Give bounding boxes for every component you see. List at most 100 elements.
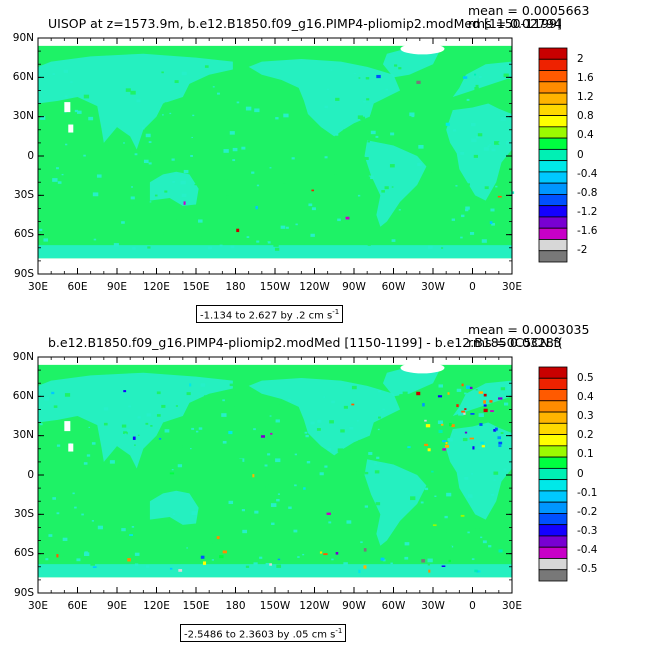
panel1-texture-spot — [199, 111, 205, 116]
panel2-region-1 — [364, 459, 427, 546]
panel1-texture-spot — [275, 117, 279, 120]
panel1-range-box: -1.134 to 2.627 by .2 cm s-1 — [196, 305, 344, 324]
panel2-anomaly-speck — [270, 432, 273, 435]
panel1-anomaly-speck — [236, 228, 240, 233]
panel2-texture-spot — [305, 434, 309, 438]
panel2-texture-spot — [52, 497, 57, 500]
panel1-colorbar-swatch — [538, 160, 568, 173]
panel2-texture-spot — [134, 444, 136, 446]
panel1-texture-spot — [411, 115, 415, 118]
panel1-texture-spot — [152, 140, 158, 145]
panel2-anomaly-speck — [449, 422, 452, 427]
panel2-anomaly-speck — [483, 393, 487, 397]
panel2-texture-spot — [64, 393, 71, 397]
panel1-mean: mean = 0.0005663 — [468, 3, 590, 18]
panel1-texture-spot — [291, 157, 295, 160]
panel2-texture-spot — [382, 408, 385, 411]
panel2-texture-spot — [475, 389, 478, 391]
panel2-anomaly-speck — [497, 436, 502, 440]
panel2-texture-spot — [404, 542, 410, 546]
panel1-texture-spot — [503, 73, 509, 78]
panel2-anomaly-speck — [464, 408, 467, 410]
panel2-texture-spot — [222, 440, 227, 444]
panel2-lat-label: 90N — [12, 350, 34, 363]
panel2-texture-spot — [482, 540, 487, 544]
panel1-texture-spot — [39, 228, 43, 231]
panel2-anomaly-speck — [438, 429, 443, 434]
panel1-texture-spot — [365, 77, 370, 80]
panel1-texture-spot — [317, 177, 323, 182]
panel2-texture-spot — [269, 415, 272, 417]
panel1-anomaly-speck — [183, 201, 186, 205]
panel2-texture-spot — [294, 453, 298, 456]
panel2-anomaly-speck — [303, 487, 306, 490]
panel1-lon-label: 60E — [67, 280, 88, 293]
panel2-texture-spot — [86, 559, 89, 561]
panel1-texture-spot — [491, 148, 496, 152]
panel1-texture-spot — [445, 101, 452, 106]
panel2-region-6 — [382, 367, 440, 397]
panel1-anomaly-speck — [345, 216, 350, 220]
panel1-texture-spot — [283, 183, 288, 187]
panel2-texture-spot — [259, 556, 263, 559]
panel1-texture-spot — [263, 218, 268, 222]
panel1-texture-spot — [273, 243, 279, 247]
panel2-texture-spot — [259, 557, 265, 561]
panel1-lon-label: 120W — [299, 280, 330, 293]
panel2-anomaly-speck — [424, 443, 429, 447]
panel2-texture-spot — [471, 473, 473, 475]
panel2-anomaly-speck — [461, 383, 464, 387]
panel2-texture-spot — [186, 392, 191, 396]
panel1-colorbar-swatch — [538, 58, 568, 71]
panel1-texture-spot — [130, 90, 136, 95]
panel2-texture-spot — [427, 563, 430, 566]
panel2-texture-spot — [191, 511, 197, 516]
panel1-region-4 — [452, 61, 512, 97]
panel2-texture-spot — [49, 424, 53, 427]
panel2-anomaly-speck — [483, 404, 487, 407]
panel2-texture-spot — [124, 431, 128, 435]
panel2-texture-spot — [298, 532, 303, 535]
panel1-lon-label: 90E — [107, 280, 127, 293]
panel2-texture-spot — [265, 474, 268, 477]
panel1-texture-spot — [96, 174, 102, 178]
panel2-anomaly-speck — [469, 386, 473, 390]
panel1-texture-spot — [113, 243, 119, 247]
panel1-texture-spot — [440, 152, 445, 156]
panel1-texture-spot — [240, 178, 247, 183]
panel2-texture-spot — [275, 419, 280, 423]
panel1-texture-spot — [500, 116, 506, 121]
panel2-texture-spot — [333, 554, 336, 557]
panel2-anomaly-speck — [444, 444, 450, 448]
panel1-colorbar-label: -2 — [577, 244, 588, 257]
panel2-lon-label: 150W — [259, 599, 291, 612]
panel2-texture-spot — [467, 494, 473, 498]
panel2-anomaly-speck — [277, 558, 281, 561]
panel2-anomaly-speck — [472, 446, 475, 450]
panel1-texture-spot — [232, 159, 236, 162]
panel1-texture-spot — [366, 98, 370, 101]
panel2-lon-label: 30W — [421, 599, 445, 612]
panel1-lon-label: 30E — [28, 280, 48, 293]
panel2-texture-spot — [349, 426, 354, 430]
panel1-texture-spot — [93, 238, 97, 241]
panel1-texture-spot — [174, 80, 179, 84]
panel2-texture-spot — [276, 564, 282, 568]
panel2-texture-spot — [280, 416, 286, 421]
panel1-missing-patch-2 — [68, 124, 74, 133]
panel1-texture-spot — [92, 133, 97, 136]
panel1-texture-spot — [46, 167, 51, 170]
panel2-texture-spot — [124, 433, 127, 435]
panel1-lat-label: 90N — [12, 31, 34, 44]
panel2-texture-spot — [205, 523, 208, 526]
panel1-colorbar-label: -1.6 — [577, 225, 598, 238]
panel2-colorbar-swatch — [538, 524, 568, 537]
panel2-anomaly-speck — [260, 435, 265, 438]
panel2-anomaly-speck — [123, 390, 127, 393]
panel2-lon-label: 30E — [28, 599, 48, 612]
panel1-texture-spot — [363, 100, 366, 103]
panel2-anomaly-speck — [158, 437, 162, 440]
panel1-colorbar-label: 1.6 — [577, 71, 594, 84]
panel1-texture-spot — [455, 185, 458, 187]
panel2-texture-spot — [41, 429, 47, 433]
